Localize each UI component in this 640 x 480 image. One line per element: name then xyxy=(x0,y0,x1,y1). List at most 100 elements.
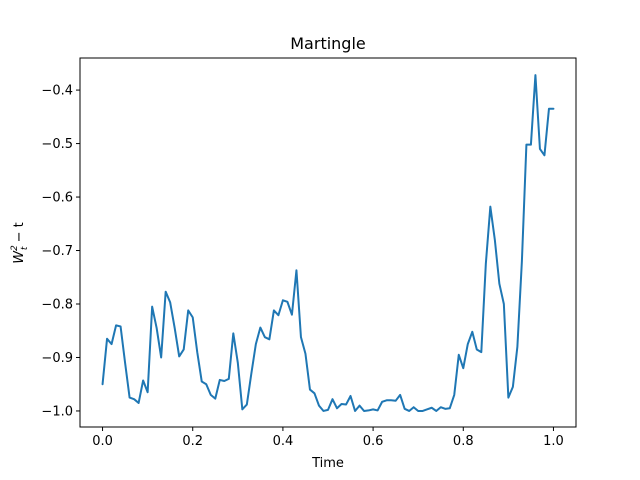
data-point xyxy=(359,405,361,407)
data-point xyxy=(264,336,266,338)
y-label-sup: 2 xyxy=(10,245,20,251)
data-point xyxy=(160,356,162,358)
data-point xyxy=(115,324,117,326)
data-point xyxy=(106,338,108,340)
data-point xyxy=(318,405,320,407)
data-point xyxy=(494,239,496,241)
data-point xyxy=(368,409,370,411)
x-tick-label: 1.0 xyxy=(543,434,564,449)
axes-frame xyxy=(79,57,577,428)
data-point xyxy=(399,394,401,396)
data-point xyxy=(413,406,415,408)
data-point xyxy=(543,154,545,156)
y-tick-label: −0.5 xyxy=(41,137,73,152)
chart-title: Martingle xyxy=(290,34,366,53)
y-tick-label: −0.9 xyxy=(41,351,73,366)
x-tick-label: 0.4 xyxy=(273,434,294,449)
data-point xyxy=(431,407,433,409)
data-point xyxy=(341,403,343,405)
data-point xyxy=(408,410,410,412)
data-point xyxy=(246,404,248,406)
data-point xyxy=(462,367,464,369)
data-point xyxy=(250,373,252,375)
y-axis-ticks: −1.0 −0.9 −0.8 −0.7 −0.6 −0.5 −0.4 xyxy=(41,84,80,419)
data-point xyxy=(268,338,270,340)
data-point xyxy=(286,301,288,303)
data-point xyxy=(142,379,144,381)
data-point xyxy=(453,394,455,396)
y-tick-label: −0.4 xyxy=(41,84,73,99)
data-point xyxy=(210,394,212,396)
y-axis-label: W2t − t xyxy=(10,222,30,263)
data-point xyxy=(183,348,185,350)
x-axis-ticks: 0.0 0.2 0.4 0.6 0.8 1.0 xyxy=(92,427,564,449)
data-point xyxy=(205,383,207,385)
data-point xyxy=(187,309,189,311)
data-point xyxy=(530,144,532,146)
data-point xyxy=(422,410,424,412)
data-point xyxy=(390,399,392,401)
data-point xyxy=(232,332,234,334)
data-point xyxy=(386,399,388,401)
y-label-sub: t xyxy=(20,246,30,250)
data-point xyxy=(282,299,284,301)
data-point xyxy=(444,408,446,410)
data-point xyxy=(255,343,257,345)
data-point xyxy=(124,362,126,364)
data-point xyxy=(372,408,374,410)
data-point xyxy=(102,383,104,385)
x-tick-label: 0.6 xyxy=(363,434,384,449)
data-point xyxy=(129,397,131,399)
data-point xyxy=(458,354,460,356)
data-point xyxy=(327,409,329,411)
data-point xyxy=(363,410,365,412)
data-point xyxy=(404,408,406,410)
data-point xyxy=(214,398,216,400)
data-point xyxy=(485,263,487,265)
data-point xyxy=(521,260,523,262)
data-point xyxy=(552,108,554,110)
data-point xyxy=(304,353,306,355)
series-line xyxy=(101,74,555,412)
data-point xyxy=(467,343,469,345)
data-point xyxy=(241,408,243,410)
data-point xyxy=(300,336,302,338)
data-point xyxy=(169,301,171,303)
data-point xyxy=(539,148,541,150)
x-tick-label: 0.8 xyxy=(453,434,474,449)
data-point xyxy=(219,379,221,381)
data-point xyxy=(381,401,383,403)
data-point xyxy=(151,306,153,308)
y-tick-label: −1.0 xyxy=(41,404,73,419)
y-tick-label: −0.8 xyxy=(41,298,73,313)
data-point xyxy=(345,404,347,406)
data-point xyxy=(471,331,473,333)
y-tick-label: −0.7 xyxy=(41,244,73,259)
data-point xyxy=(534,74,536,76)
data-point xyxy=(489,206,491,208)
data-point xyxy=(440,406,442,408)
data-point xyxy=(336,407,338,409)
data-point xyxy=(507,397,509,399)
data-point xyxy=(196,351,198,353)
data-point xyxy=(147,391,149,393)
data-point xyxy=(259,327,261,329)
data-point xyxy=(273,309,275,311)
data-point xyxy=(503,303,505,305)
y-tick-label: −0.6 xyxy=(41,191,73,206)
data-point xyxy=(480,351,482,353)
data-point xyxy=(395,400,397,402)
data-point xyxy=(449,407,451,409)
data-point xyxy=(498,283,500,285)
data-point xyxy=(120,325,122,327)
data-point xyxy=(178,355,180,357)
data-point xyxy=(417,410,419,412)
data-point xyxy=(548,108,550,110)
data-point xyxy=(313,392,315,394)
data-point xyxy=(223,380,225,382)
y-label-var: W xyxy=(12,250,27,264)
data-point xyxy=(377,409,379,411)
data-point xyxy=(350,395,352,397)
data-point xyxy=(322,410,324,412)
